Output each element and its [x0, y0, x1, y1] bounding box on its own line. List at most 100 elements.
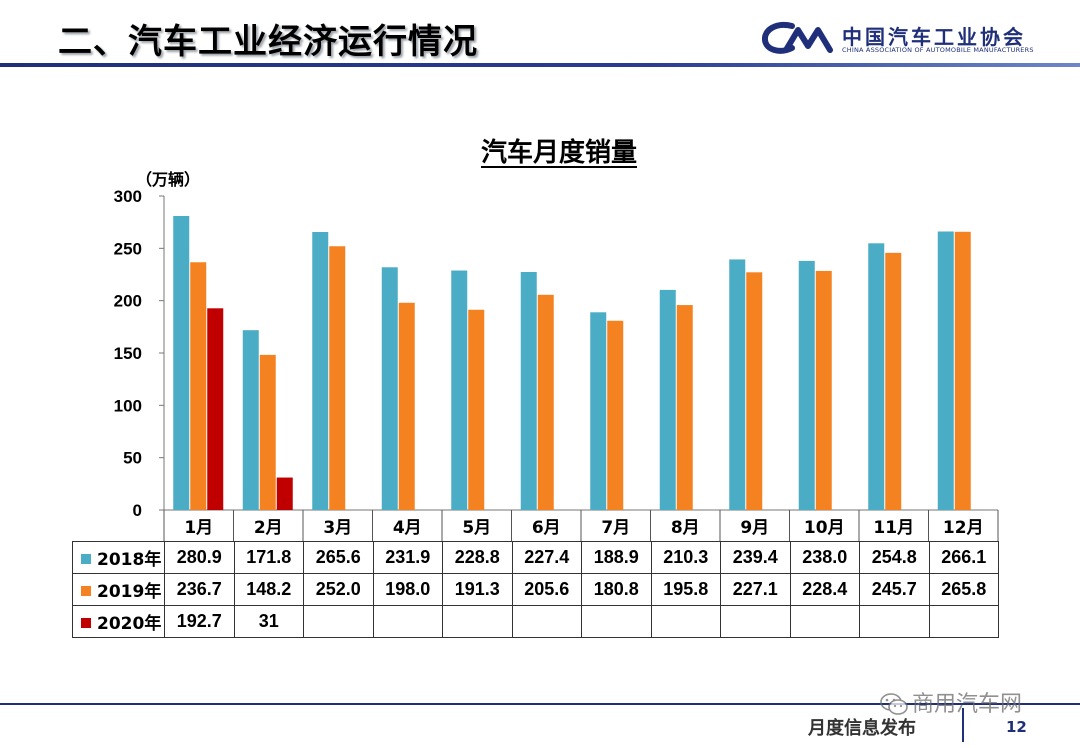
table-cell: 171.8 — [233, 541, 304, 574]
y-tick-label: 0 — [133, 501, 142, 520]
table-cell: 228.4 — [789, 573, 860, 606]
bar-2018年-6月 — [520, 271, 537, 510]
table-cell: 148.2 — [233, 573, 304, 606]
table-cell: 239.4 — [720, 541, 791, 574]
table-cell: 192.7 — [164, 605, 235, 638]
table-cell: 228.8 — [442, 541, 513, 574]
bar-2019年-9月 — [746, 272, 763, 510]
table-cell: 265.8 — [928, 573, 999, 606]
wechat-icon — [880, 693, 908, 715]
legend-swatch — [81, 554, 91, 564]
y-axis-unit: （万辆） — [136, 170, 201, 189]
bar-2018年-4月 — [381, 267, 398, 510]
legend-label: 2020年 — [97, 614, 162, 634]
table-row: 2018年 280.9 171.8 265.6 231.9 228.8 227.4 188.9… — [72, 541, 999, 574]
table-cell: 280.9 — [164, 541, 235, 574]
bar-2018年-1月 — [173, 215, 190, 510]
table-row: 2019年 236.7 148.2 252.0 198.0 191.3 205.6 180.8… — [72, 573, 999, 606]
table-row: 2020年 192.7 31 — [72, 605, 999, 638]
table-cell: 266.1 — [928, 541, 999, 574]
table-cell — [928, 605, 999, 638]
bar-2018年-12月 — [937, 231, 954, 510]
bar-2019年-12月 — [954, 231, 971, 510]
y-tick-label: 200 — [114, 292, 142, 311]
table-cell — [303, 605, 374, 638]
footer-publication: 月度信息发布 — [808, 718, 916, 739]
bar-2019年-1月 — [190, 262, 207, 510]
chart-title-text: 汽车月度销量 — [480, 138, 637, 168]
bar-2019年-5月 — [468, 309, 485, 510]
table-cell: 198.0 — [372, 573, 443, 606]
slide-title: 二、汽车工业经济运行情况 — [58, 22, 478, 62]
table-cell: 231.9 — [372, 541, 443, 574]
legend-entry: 2018年 — [72, 541, 165, 574]
bar-2018年-2月 — [242, 330, 259, 510]
table-cell — [720, 605, 791, 638]
table-cell — [789, 605, 860, 638]
x-tick-label: 9月 — [740, 518, 769, 538]
y-tick-label: 50 — [123, 449, 142, 468]
y-tick-label: 100 — [114, 396, 142, 415]
bar-2018年-9月 — [729, 259, 746, 510]
table-cell: 254.8 — [859, 541, 930, 574]
y-tick-label: 250 — [114, 239, 142, 258]
x-tick-label: 12月 — [943, 518, 984, 538]
table-cell: 238.0 — [789, 541, 860, 574]
table-cell: 31 — [233, 605, 304, 638]
chart-title: 汽车月度销量 — [0, 132, 1080, 169]
bar-2018年-8月 — [659, 289, 676, 510]
x-tick-label: 2月 — [254, 518, 283, 538]
legend-entry: 2019年 — [72, 573, 165, 606]
x-tick-label: 8月 — [671, 518, 700, 538]
x-tick-label: 11月 — [873, 518, 914, 538]
legend-label: 2019年 — [97, 582, 162, 602]
bar-2020年-1月 — [207, 308, 224, 510]
y-tick-label: 150 — [114, 344, 142, 363]
x-tick-label: 5月 — [462, 518, 491, 538]
table-cell: 236.7 — [164, 573, 235, 606]
table-cell: 210.3 — [650, 541, 721, 574]
legend-label: 2018年 — [97, 550, 162, 570]
bar-2019年-6月 — [537, 294, 554, 510]
table-cell: 188.9 — [581, 541, 652, 574]
table-cell — [581, 605, 652, 638]
bar-2019年-10月 — [815, 270, 832, 510]
table-cell: 205.6 — [511, 573, 582, 606]
legend-swatch — [81, 618, 91, 628]
table-cell — [511, 605, 582, 638]
header-divider — [0, 63, 1080, 67]
caam-logo: 中国汽车工业协会 CHINA ASSOCIATION OF AUTOMOBILE… — [762, 20, 1074, 56]
bar-2019年-7月 — [607, 320, 624, 510]
x-tick-label: 10月 — [804, 518, 845, 538]
watermark-text: 商用汽车网 — [912, 692, 1023, 717]
watermark: 商用汽车网 — [880, 686, 1022, 718]
table-cell: 195.8 — [650, 573, 721, 606]
bar-2018年-7月 — [590, 312, 607, 510]
data-table: 2018年 280.9 171.8 265.6 231.9 228.8 227.4 188.9… — [72, 541, 999, 638]
legend-swatch — [81, 586, 91, 596]
table-cell: 191.3 — [442, 573, 513, 606]
table-cell: 227.1 — [720, 573, 791, 606]
table-cell — [859, 605, 930, 638]
table-cell: 245.7 — [859, 573, 930, 606]
bar-2020年-2月 — [276, 477, 293, 510]
y-tick-label: 300 — [114, 187, 142, 206]
table-cell — [442, 605, 513, 638]
table-cell — [650, 605, 721, 638]
bar-2018年-11月 — [868, 243, 885, 510]
footer-divider — [0, 703, 1080, 705]
x-tick-label: 7月 — [601, 518, 630, 538]
x-tick-label: 1月 — [184, 518, 213, 538]
logo-text-cn: 中国汽车工业协会 — [842, 25, 1026, 49]
bar-2019年-2月 — [259, 354, 276, 510]
page-number: 12 — [1006, 718, 1027, 736]
table-cell: 252.0 — [303, 573, 374, 606]
caam-logo-mark — [762, 22, 833, 54]
bar-2019年-11月 — [885, 252, 902, 511]
x-tick-label: 4月 — [393, 518, 422, 538]
logo-text-en: CHINA ASSOCIATION OF AUTOMOBILE MANUFACT… — [842, 46, 1034, 54]
table-cell — [372, 605, 443, 638]
table-cell: 227.4 — [511, 541, 582, 574]
table-cell: 180.8 — [581, 573, 652, 606]
